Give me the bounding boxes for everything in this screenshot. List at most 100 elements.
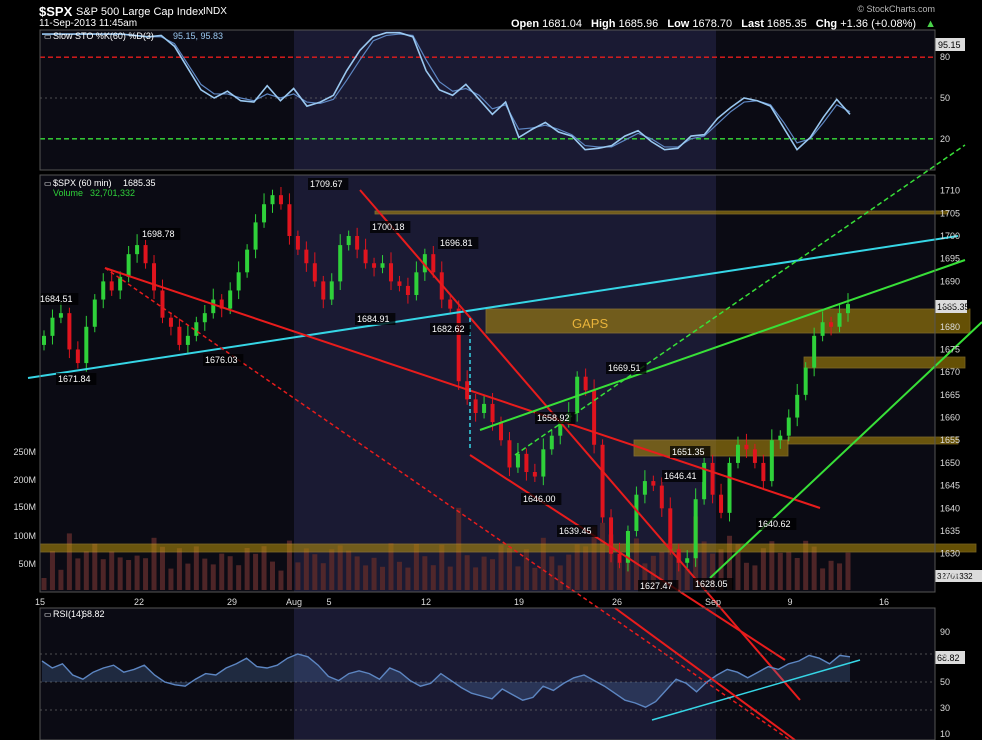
volume-bar (430, 565, 436, 590)
volume-bar (498, 545, 504, 590)
price-bar (287, 204, 292, 236)
price-bar (532, 472, 537, 477)
volume-bar (337, 545, 343, 590)
price-bar (84, 326, 89, 364)
low-value: 1678.70 (692, 18, 733, 30)
price-bar (355, 236, 360, 250)
volume-bar (616, 562, 622, 590)
price-bar (372, 263, 377, 268)
volume-bar (422, 556, 428, 590)
annotation-bg (56, 373, 97, 385)
volume-bar (278, 570, 284, 590)
price-bar (837, 313, 842, 327)
volume-bar (83, 551, 89, 590)
price-bar (177, 326, 182, 345)
volume-bar (329, 549, 335, 590)
price-tick: 1635 (940, 526, 960, 536)
trend-green-upper (479, 259, 966, 431)
volume-bar (600, 522, 606, 590)
price-bar (448, 299, 453, 309)
rsi-last-tag: 68.82 (937, 653, 960, 663)
price-bar (820, 322, 825, 336)
volume-bar (557, 565, 563, 590)
annotation-bg (662, 470, 703, 482)
chg-value: +1.36 (+0.08%) (840, 18, 917, 30)
price-tick: 1655 (940, 435, 960, 445)
price-annotation: 1640.62 (758, 519, 791, 529)
volume-bar (159, 546, 165, 590)
volume-bar (100, 559, 106, 590)
volume-bar (143, 558, 149, 590)
annotation-bg (756, 518, 797, 530)
price-bar (507, 440, 512, 468)
volume-bar (185, 563, 191, 590)
date-tick: 9 (787, 597, 792, 607)
price-bar (202, 313, 207, 323)
price-annotation: 1646.00 (523, 494, 556, 504)
volume-bar (642, 563, 648, 590)
rsi-area (42, 654, 850, 708)
gap-zone (787, 436, 959, 445)
price-bar (363, 249, 368, 264)
price-bar (50, 317, 55, 336)
volume-bar (667, 548, 673, 590)
rsi-tag-bg (935, 651, 965, 664)
up-triangle-icon: ▲ (925, 18, 936, 30)
volume-tick: 250M (13, 447, 36, 457)
volume-bar (684, 568, 690, 590)
price-bar (194, 322, 199, 336)
high-label: High (591, 18, 616, 30)
price-tick: 1650 (940, 458, 960, 468)
price-bar (118, 276, 123, 291)
price-bar (92, 299, 97, 327)
price-tick: 1710 (940, 186, 960, 196)
volume-bar (820, 568, 826, 590)
price-bar (719, 494, 724, 513)
symbol: $SPX (39, 4, 73, 19)
price-bar (295, 236, 300, 250)
volume-bar (506, 547, 512, 590)
rsi-layer: 68.82 (40, 607, 965, 740)
date-tick: Aug (286, 597, 302, 607)
price-tick: 1680 (940, 322, 960, 332)
price-tag: 1685.35 (937, 302, 970, 312)
volume-bar (346, 550, 352, 590)
price-annotation: 1639.45 (559, 526, 592, 536)
price-layer: 1709.67 1698.78 1700.18 1696.81 1684.51 1684.… (27, 144, 982, 740)
rsi-tick: 70 (940, 652, 950, 662)
volume-bar (354, 556, 360, 590)
date-tick: Sep (705, 597, 721, 607)
volume-bar (193, 546, 199, 590)
volume-bar (363, 565, 369, 590)
volume-bar (244, 548, 250, 590)
price-bar (499, 422, 504, 441)
price-bar (101, 281, 106, 300)
price-bar (126, 254, 131, 277)
price-bar (185, 335, 190, 345)
price-annotation: 1651.35 (672, 447, 705, 457)
volume-tag-bg (935, 570, 982, 582)
volume-bar (253, 553, 259, 590)
channel-lower-red-dashed (104, 267, 791, 740)
price-tag-bg (935, 300, 967, 313)
sto-tick: 50 (940, 93, 950, 103)
price-bar (778, 435, 783, 441)
volume-bar (743, 562, 749, 590)
price-bar (168, 317, 173, 327)
price-bar (710, 462, 715, 495)
rsi-tick: 30 (940, 703, 950, 713)
price-annotation: 1646.41 (664, 471, 697, 481)
volume-bar (490, 559, 496, 590)
quote-date: 11-Sep-2013 11:45am (39, 18, 138, 29)
volume-bar (126, 560, 132, 590)
price-bar (482, 403, 487, 413)
low-label: Low (667, 18, 690, 30)
price-tick: 1685 (940, 299, 960, 309)
date-tick: 12 (421, 597, 431, 607)
price-bar (262, 204, 267, 223)
volume-bar (236, 565, 242, 590)
volume-bar (380, 566, 386, 590)
annotation-bg (38, 293, 79, 305)
price-bar (253, 222, 258, 250)
price-annotation: 1628.05 (695, 579, 728, 589)
